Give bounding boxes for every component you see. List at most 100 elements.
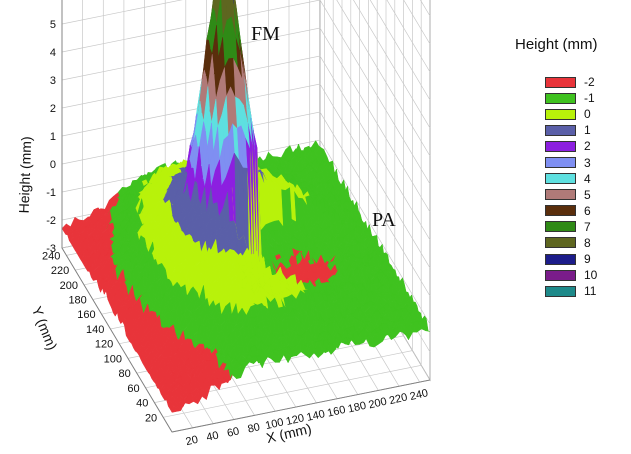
legend-swatch [545,205,576,217]
legend-label: 2 [584,139,591,154]
legend-item: 4 [515,171,627,187]
axis-tick-labels: 20 40 60 80 100 120 140 160 180 200 220 24020406080… [42,0,429,448]
z-gridline [61,111,431,297]
y-axis-line [61,247,173,433]
x-tick-label: 20 [185,434,200,448]
z-gridline [386,0,431,73]
z-tick-label: -2 [46,215,56,227]
y-tick-label: 240 [42,250,60,262]
legend-label: 6 [584,203,591,218]
legend-swatch [545,221,576,233]
z-tick-label: 3 [50,75,56,87]
z-gridline [61,83,431,269]
legend-label: 0 [584,107,591,122]
legend-swatch [545,269,576,281]
z-tick-label: 2 [50,103,56,115]
legend-label: 5 [584,187,591,202]
surface-cell [169,406,177,413]
legend-items: -2 -1 0 1 2 3 4 5 6 7 8 9 10 11 [515,74,627,299]
legend-label: 4 [584,171,591,186]
z-tick-label: -1 [46,187,56,199]
legend-label: 8 [584,235,591,250]
x-tick-label: 100 [264,416,285,432]
z-tick-label: 5 [50,19,56,31]
y-axis-title: Y (mm) [29,304,61,352]
y-tick-label: 100 [104,353,122,365]
legend-item: 6 [515,203,627,219]
plot-box-front [61,0,431,433]
y-tick-label: 200 [60,280,78,292]
x-tick-label: 120 [285,412,306,428]
legend-swatch [545,108,576,120]
legend-label: -1 [584,91,595,106]
legend: Height (mm) -2 -1 0 1 2 3 4 5 6 7 8 9 10 11 [515,36,627,299]
y-tick-label: 20 [145,412,157,424]
legend-item: -1 [515,90,627,106]
annotation-fm: FM [251,23,280,45]
legend-title: Height (mm) [515,36,598,53]
x-tick-label: 140 [306,408,327,424]
x-tick-label: 240 [409,387,430,403]
height-surface [61,0,431,413]
legend-swatch [545,157,576,169]
y-gridline [163,0,422,418]
legend-swatch [545,124,576,136]
legend-item: 5 [515,187,627,203]
y-tick-label: 140 [86,324,104,336]
y-tick-label: 80 [119,368,131,380]
y-tick-label: 120 [95,339,113,351]
legend-label: 3 [584,155,591,170]
legend-item: 3 [515,154,627,170]
legend-label: 7 [584,219,591,234]
y-tick-label: 220 [51,265,69,277]
z-gridline [61,0,431,157]
z-axis-title: Height (mm) [16,136,35,214]
x-tick-label: 160 [326,404,347,420]
legend-item: 10 [515,267,627,283]
z-tick-label: 1 [50,131,56,143]
legend-swatch [545,189,576,201]
legend-label: -2 [584,75,595,90]
y-tick-label: 40 [136,398,148,410]
legend-swatch [545,92,576,104]
y-tick-label: 180 [68,295,86,307]
legend-item: 7 [515,219,627,235]
z-gridline [61,0,431,185]
x-tick-label: 180 [347,400,368,416]
x-tick-label: 40 [205,430,220,444]
x-axis-line [171,379,431,433]
x-tick-label: 80 [247,421,262,435]
z-tick-label: 6 [50,0,56,3]
legend-item: 9 [515,251,627,267]
legend-label: 9 [584,252,591,267]
legend-item: 8 [515,235,627,251]
legend-label: 10 [584,268,598,283]
z-gridline [369,0,431,101]
x-tick-label: 220 [388,391,409,407]
z-gridline [61,27,431,213]
y-tick-label: 60 [127,383,139,395]
legend-swatch [545,173,576,185]
z-tick-label: -3 [46,243,56,255]
legend-item: -2 [515,74,627,90]
x-tick-label: 200 [367,396,388,412]
legend-item: 2 [515,138,627,154]
legend-swatch [545,76,576,88]
legend-swatch [545,253,576,265]
x-tick-label: 60 [226,425,241,439]
z-tick-label: 4 [50,47,56,59]
legend-item: 11 [515,283,627,299]
legend-swatch [545,237,576,249]
legend-label: 1 [584,123,591,138]
y-tick-label: 160 [77,309,95,321]
legend-swatch [545,140,576,152]
annotation-pa: PA [372,209,396,231]
legend-item: 1 [515,122,627,138]
z-gridline [61,55,431,241]
z-gridline [353,0,431,129]
y-gridline [154,0,413,403]
legend-swatch [545,285,576,297]
legend-item: 0 [515,106,627,122]
legend-label: 11 [584,284,597,299]
